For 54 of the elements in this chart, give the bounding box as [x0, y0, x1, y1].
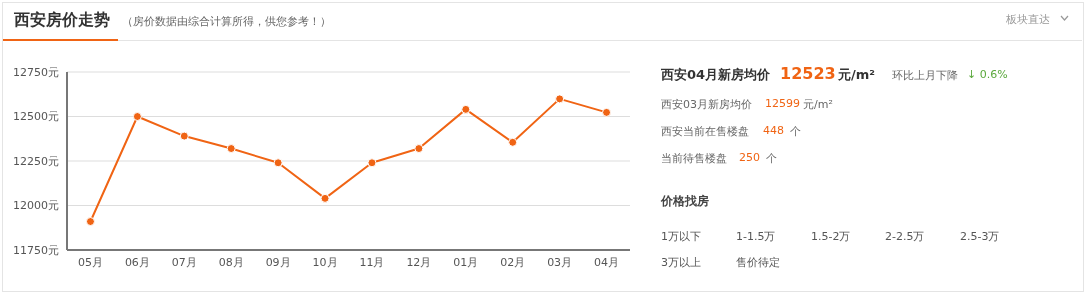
x-tick-label: 08月 — [218, 255, 244, 269]
point — [602, 107, 612, 117]
x-tick-label: 03月 — [547, 255, 573, 269]
x-tick-label: 01月 — [453, 255, 479, 269]
text: ↓ 0.6% — [967, 68, 1008, 81]
x-tick-label: 06月 — [124, 255, 150, 269]
text: 个 — [766, 151, 777, 166]
y-tick-label: 11750元 — [13, 243, 59, 257]
x-tick-label: 05月 — [77, 255, 103, 269]
text: 448 — [763, 124, 784, 137]
point — [132, 112, 142, 121]
text: 西安03月新房均价 — [661, 97, 752, 112]
point — [461, 104, 471, 114]
x-tick-label: 11月 — [359, 255, 385, 269]
chart-subtitle: （房价数据由综合计算所得，供您参考！） — [122, 14, 331, 29]
point — [367, 158, 377, 168]
point — [555, 94, 565, 104]
y-tick-label: 12250元 — [13, 154, 59, 168]
text: 价格找房 — [661, 193, 709, 210]
x-tick-label: 04月 — [594, 255, 620, 269]
y-tick-label: 12500元 — [13, 110, 59, 124]
text: 12599 — [765, 97, 800, 110]
x-tick-label: 10月 — [312, 255, 338, 269]
y-tick-label: 12750元 — [13, 65, 59, 79]
point — [508, 137, 518, 147]
point — [226, 144, 236, 154]
point — [273, 158, 283, 168]
text: 西安当前在售楼盘 — [661, 124, 749, 139]
chart-title: 西安房价走势 — [14, 10, 110, 31]
x-tick-label: 02月 — [500, 255, 526, 269]
text: 元/m² — [838, 66, 875, 84]
text: 250 — [739, 151, 760, 164]
point — [320, 193, 330, 203]
text: 1-1.5万 — [736, 229, 776, 244]
point — [414, 144, 424, 154]
text: 板块直达 — [1006, 12, 1050, 27]
text: 当前待售楼盘 — [661, 151, 727, 166]
x-tick-label: 09月 — [265, 255, 291, 269]
text: 元/m² — [803, 97, 833, 112]
text: 个 — [790, 124, 801, 139]
text: 西安04月新房均价 — [661, 66, 771, 84]
text: 2.5-3万 — [960, 229, 1000, 244]
y-tick-label: 12000元 — [13, 199, 59, 213]
text: 3万以上 — [661, 255, 701, 270]
point — [179, 131, 189, 141]
text: 12523 — [780, 64, 836, 83]
text: 2-2.5万 — [885, 229, 925, 244]
x-tick-label: 12月 — [406, 255, 432, 269]
text: 售价待定 — [736, 255, 780, 270]
point — [85, 217, 95, 227]
text: 1万以下 — [661, 229, 701, 244]
text: 环比上月下降 — [892, 68, 958, 83]
text: 1.5-2万 — [811, 229, 851, 244]
x-tick-label: 07月 — [171, 255, 197, 269]
